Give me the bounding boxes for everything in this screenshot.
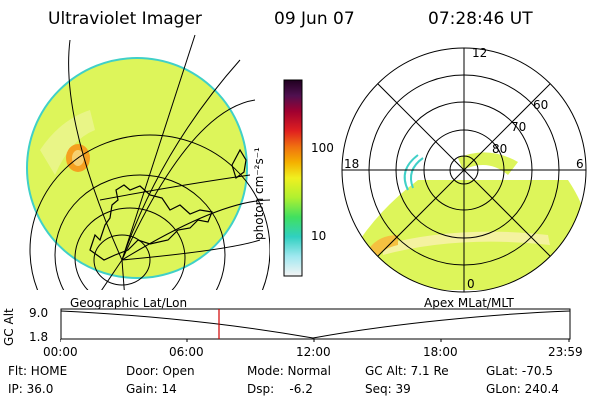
gain-info: Gain: 14	[126, 382, 177, 396]
gc-alt-tick-min: 1.8	[29, 330, 49, 344]
earth-disk	[26, 57, 248, 279]
altitude-curve	[60, 310, 571, 339]
time-tick-0600: 06:00	[169, 345, 204, 359]
lat-lon-grid	[29, 34, 270, 290]
instrument-title: Ultraviolet Imager	[48, 9, 202, 29]
filter-info: Flt: HOME	[8, 364, 68, 378]
gc-alt-axis-label: GC Alt	[2, 308, 16, 346]
gc-alt-info: GC Alt: 7.1 Re	[365, 364, 449, 378]
time-tick-2359: 23:59	[548, 345, 583, 359]
mlt-label-6: 6	[576, 157, 584, 171]
mlat-label-80: 80	[492, 142, 508, 156]
time-tick-1800: 18:00	[423, 345, 458, 359]
altitude-plot	[60, 308, 571, 342]
mlat-label-70: 70	[511, 120, 527, 134]
time-label: 07:28:46 UT	[428, 9, 533, 29]
coastline	[89, 184, 213, 261]
glon-info: GLon: 240.4	[486, 382, 559, 396]
colorbar-tick-10: 10	[311, 229, 327, 243]
gc-alt-tick-max: 9.0	[29, 306, 49, 320]
colorbar-unit-label: photon cm⁻²s⁻¹	[252, 147, 266, 240]
colorbar	[283, 79, 303, 277]
colorbar-tick-100: 100	[311, 141, 334, 155]
mlat-label-60: 60	[533, 98, 549, 112]
mlt-label-18: 18	[344, 157, 360, 171]
geographic-image	[26, 34, 270, 290]
ip-info: IP: 36.0	[8, 382, 54, 396]
polar-plot	[341, 47, 587, 293]
time-tick-0000: 00:00	[43, 345, 78, 359]
mlt-label-0: 0	[467, 277, 475, 291]
dsp-info: Dsp: -6.2	[247, 382, 313, 396]
date-label: 09 Jun 07	[274, 9, 355, 29]
door-info: Door: Open	[126, 364, 195, 378]
mlt-label-12: 12	[472, 46, 488, 60]
time-tick-1200: 12:00	[296, 345, 331, 359]
glat-info: GLat: -70.5	[486, 364, 553, 378]
polar-grid	[341, 47, 587, 293]
seq-info: Seq: 39	[365, 382, 411, 396]
left-panel-label: Geographic Lat/Lon	[70, 296, 188, 310]
right-panel-label: Apex MLat/MLT	[424, 296, 514, 310]
mode-info: Mode: Normal	[247, 364, 331, 378]
